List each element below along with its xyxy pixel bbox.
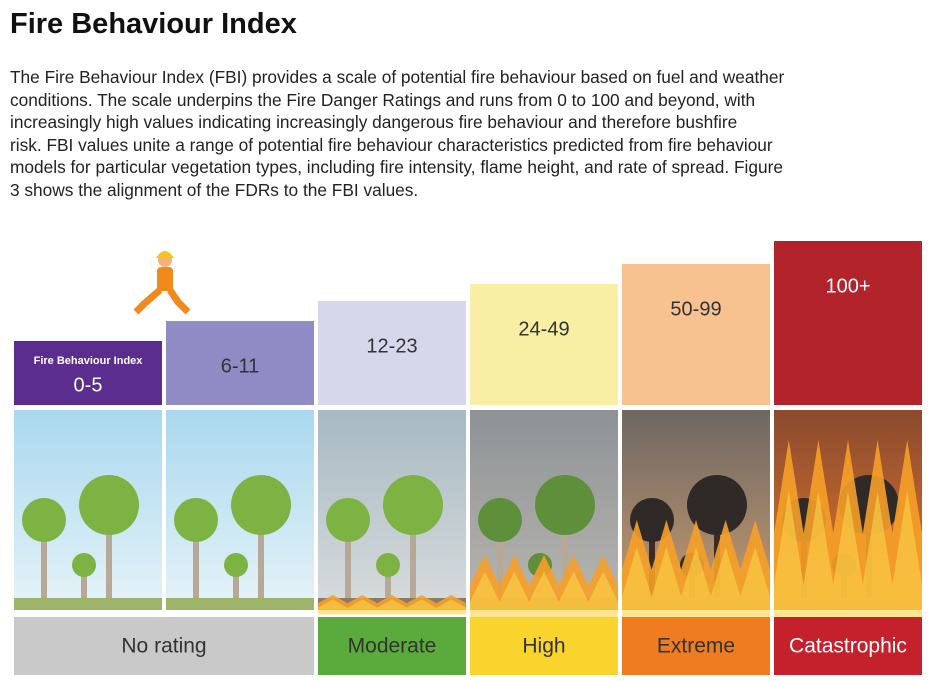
level-range: 50-99	[670, 298, 721, 320]
level-range: 24-49	[518, 318, 569, 340]
tree-crown	[326, 498, 370, 542]
level-step	[774, 241, 922, 405]
tree-crown	[383, 475, 443, 535]
level-range: 100+	[825, 275, 870, 297]
page: Fire Behaviour Index The Fire Behaviour …	[0, 0, 934, 681]
firefighter-legs	[136, 290, 188, 312]
tree-crown	[535, 475, 595, 535]
rating-label: Extreme	[657, 635, 735, 658]
scene-ground	[166, 598, 314, 610]
firefighter-helmet	[156, 251, 174, 258]
rating-label: Moderate	[348, 635, 437, 658]
firefighter-body	[157, 267, 173, 291]
index-label: Fire Behaviour Index	[34, 355, 144, 367]
level-range: 12-23	[366, 335, 417, 357]
tree-crown	[79, 475, 139, 535]
figure: Fire Behaviour Index 0-5 6-11 12-23 24-49 50-…	[0, 0, 934, 681]
tree-crown	[376, 553, 400, 577]
level-step	[622, 264, 770, 405]
rating-label: No rating	[121, 635, 206, 658]
level-range: 0-5	[74, 374, 103, 396]
tree-crown	[224, 553, 248, 577]
tree-crown	[174, 498, 218, 542]
tree-crown	[478, 498, 522, 542]
tree-crown	[231, 475, 291, 535]
level-range: 6-11	[221, 355, 260, 377]
level-step	[470, 284, 618, 405]
tree-crown	[22, 498, 66, 542]
rating-label: High	[522, 635, 565, 658]
scene-ground	[14, 598, 162, 610]
tree-crown	[72, 553, 96, 577]
rating-label: Catastrophic	[789, 635, 907, 658]
